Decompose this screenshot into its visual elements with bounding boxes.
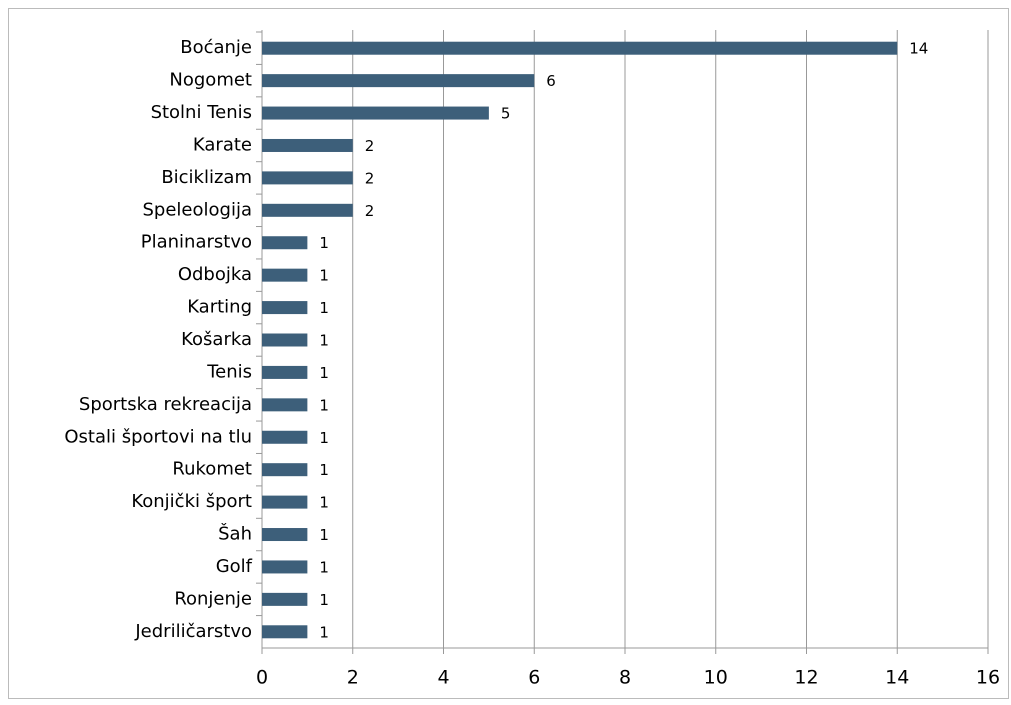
y-tick-label: Stolni Tenis — [151, 102, 252, 123]
value-label: 1 — [319, 364, 329, 382]
bar — [262, 301, 308, 315]
value-label: 1 — [319, 396, 329, 414]
value-label: 1 — [319, 299, 329, 317]
value-label: 2 — [365, 202, 375, 220]
x-tick-label: 6 — [528, 667, 540, 689]
bar — [262, 41, 898, 55]
y-tick-label: Košarka — [181, 329, 252, 350]
value-label: 1 — [319, 558, 329, 576]
y-tick-label: Biciklizam — [161, 167, 252, 188]
bar — [262, 333, 308, 347]
y-tick-label: Konjički šport — [131, 491, 252, 512]
bar — [262, 495, 308, 509]
y-tick-label: Boćanje — [180, 37, 252, 58]
y-tick-label: Ronjenje — [174, 588, 252, 609]
bar — [262, 365, 308, 379]
y-tick-label: Šah — [218, 523, 252, 545]
y-tick-label: Rukomet — [172, 459, 252, 480]
y-tick-label: Tenis — [206, 361, 252, 382]
value-label: 1 — [319, 623, 329, 641]
x-tick-label: 12 — [794, 667, 818, 689]
x-tick-label: 10 — [704, 667, 728, 689]
x-tick-label: 4 — [437, 667, 449, 689]
bar — [262, 268, 308, 282]
bar — [262, 203, 353, 217]
y-tick-label: Karting — [187, 297, 252, 318]
y-tick-label: Golf — [216, 556, 253, 577]
x-tick-label: 2 — [347, 667, 359, 689]
value-label: 1 — [319, 526, 329, 544]
bar — [262, 398, 308, 412]
y-tick-label: Karate — [193, 134, 252, 155]
value-label: 2 — [365, 169, 375, 187]
value-label: 6 — [546, 72, 556, 90]
value-label: 1 — [319, 591, 329, 609]
y-tick-label: Odbojka — [178, 264, 252, 285]
bar — [262, 625, 308, 639]
chart-border — [8, 8, 1009, 699]
value-label: 1 — [319, 429, 329, 447]
y-tick-label: Jedriličarstvo — [134, 621, 252, 642]
value-label: 5 — [501, 105, 511, 123]
x-tick-label: 16 — [976, 667, 1000, 689]
value-label: 1 — [319, 461, 329, 479]
value-label: 1 — [319, 267, 329, 285]
value-label: 1 — [319, 332, 329, 350]
x-tick-label: 8 — [619, 667, 631, 689]
x-tick-label: 14 — [885, 667, 909, 689]
bar — [262, 560, 308, 574]
bar — [262, 430, 308, 444]
x-tick-label: 0 — [256, 667, 268, 689]
y-tick-label: Sportska rekreacija — [79, 394, 252, 415]
y-tick-label: Nogomet — [169, 70, 252, 91]
value-label: 14 — [909, 40, 928, 58]
y-tick-label: Ostali športovi na tlu — [64, 426, 252, 447]
y-tick-label: Speleologija — [143, 199, 253, 220]
bar — [262, 171, 353, 185]
bar — [262, 463, 308, 477]
bar — [262, 592, 308, 606]
value-label: 1 — [319, 234, 329, 252]
value-label: 1 — [319, 494, 329, 512]
bar — [262, 74, 535, 88]
bar — [262, 236, 308, 250]
bar — [262, 528, 308, 542]
value-label: 2 — [365, 137, 375, 155]
bar — [262, 106, 489, 120]
y-tick-label: Planinarstvo — [141, 232, 252, 253]
bar — [262, 138, 353, 152]
